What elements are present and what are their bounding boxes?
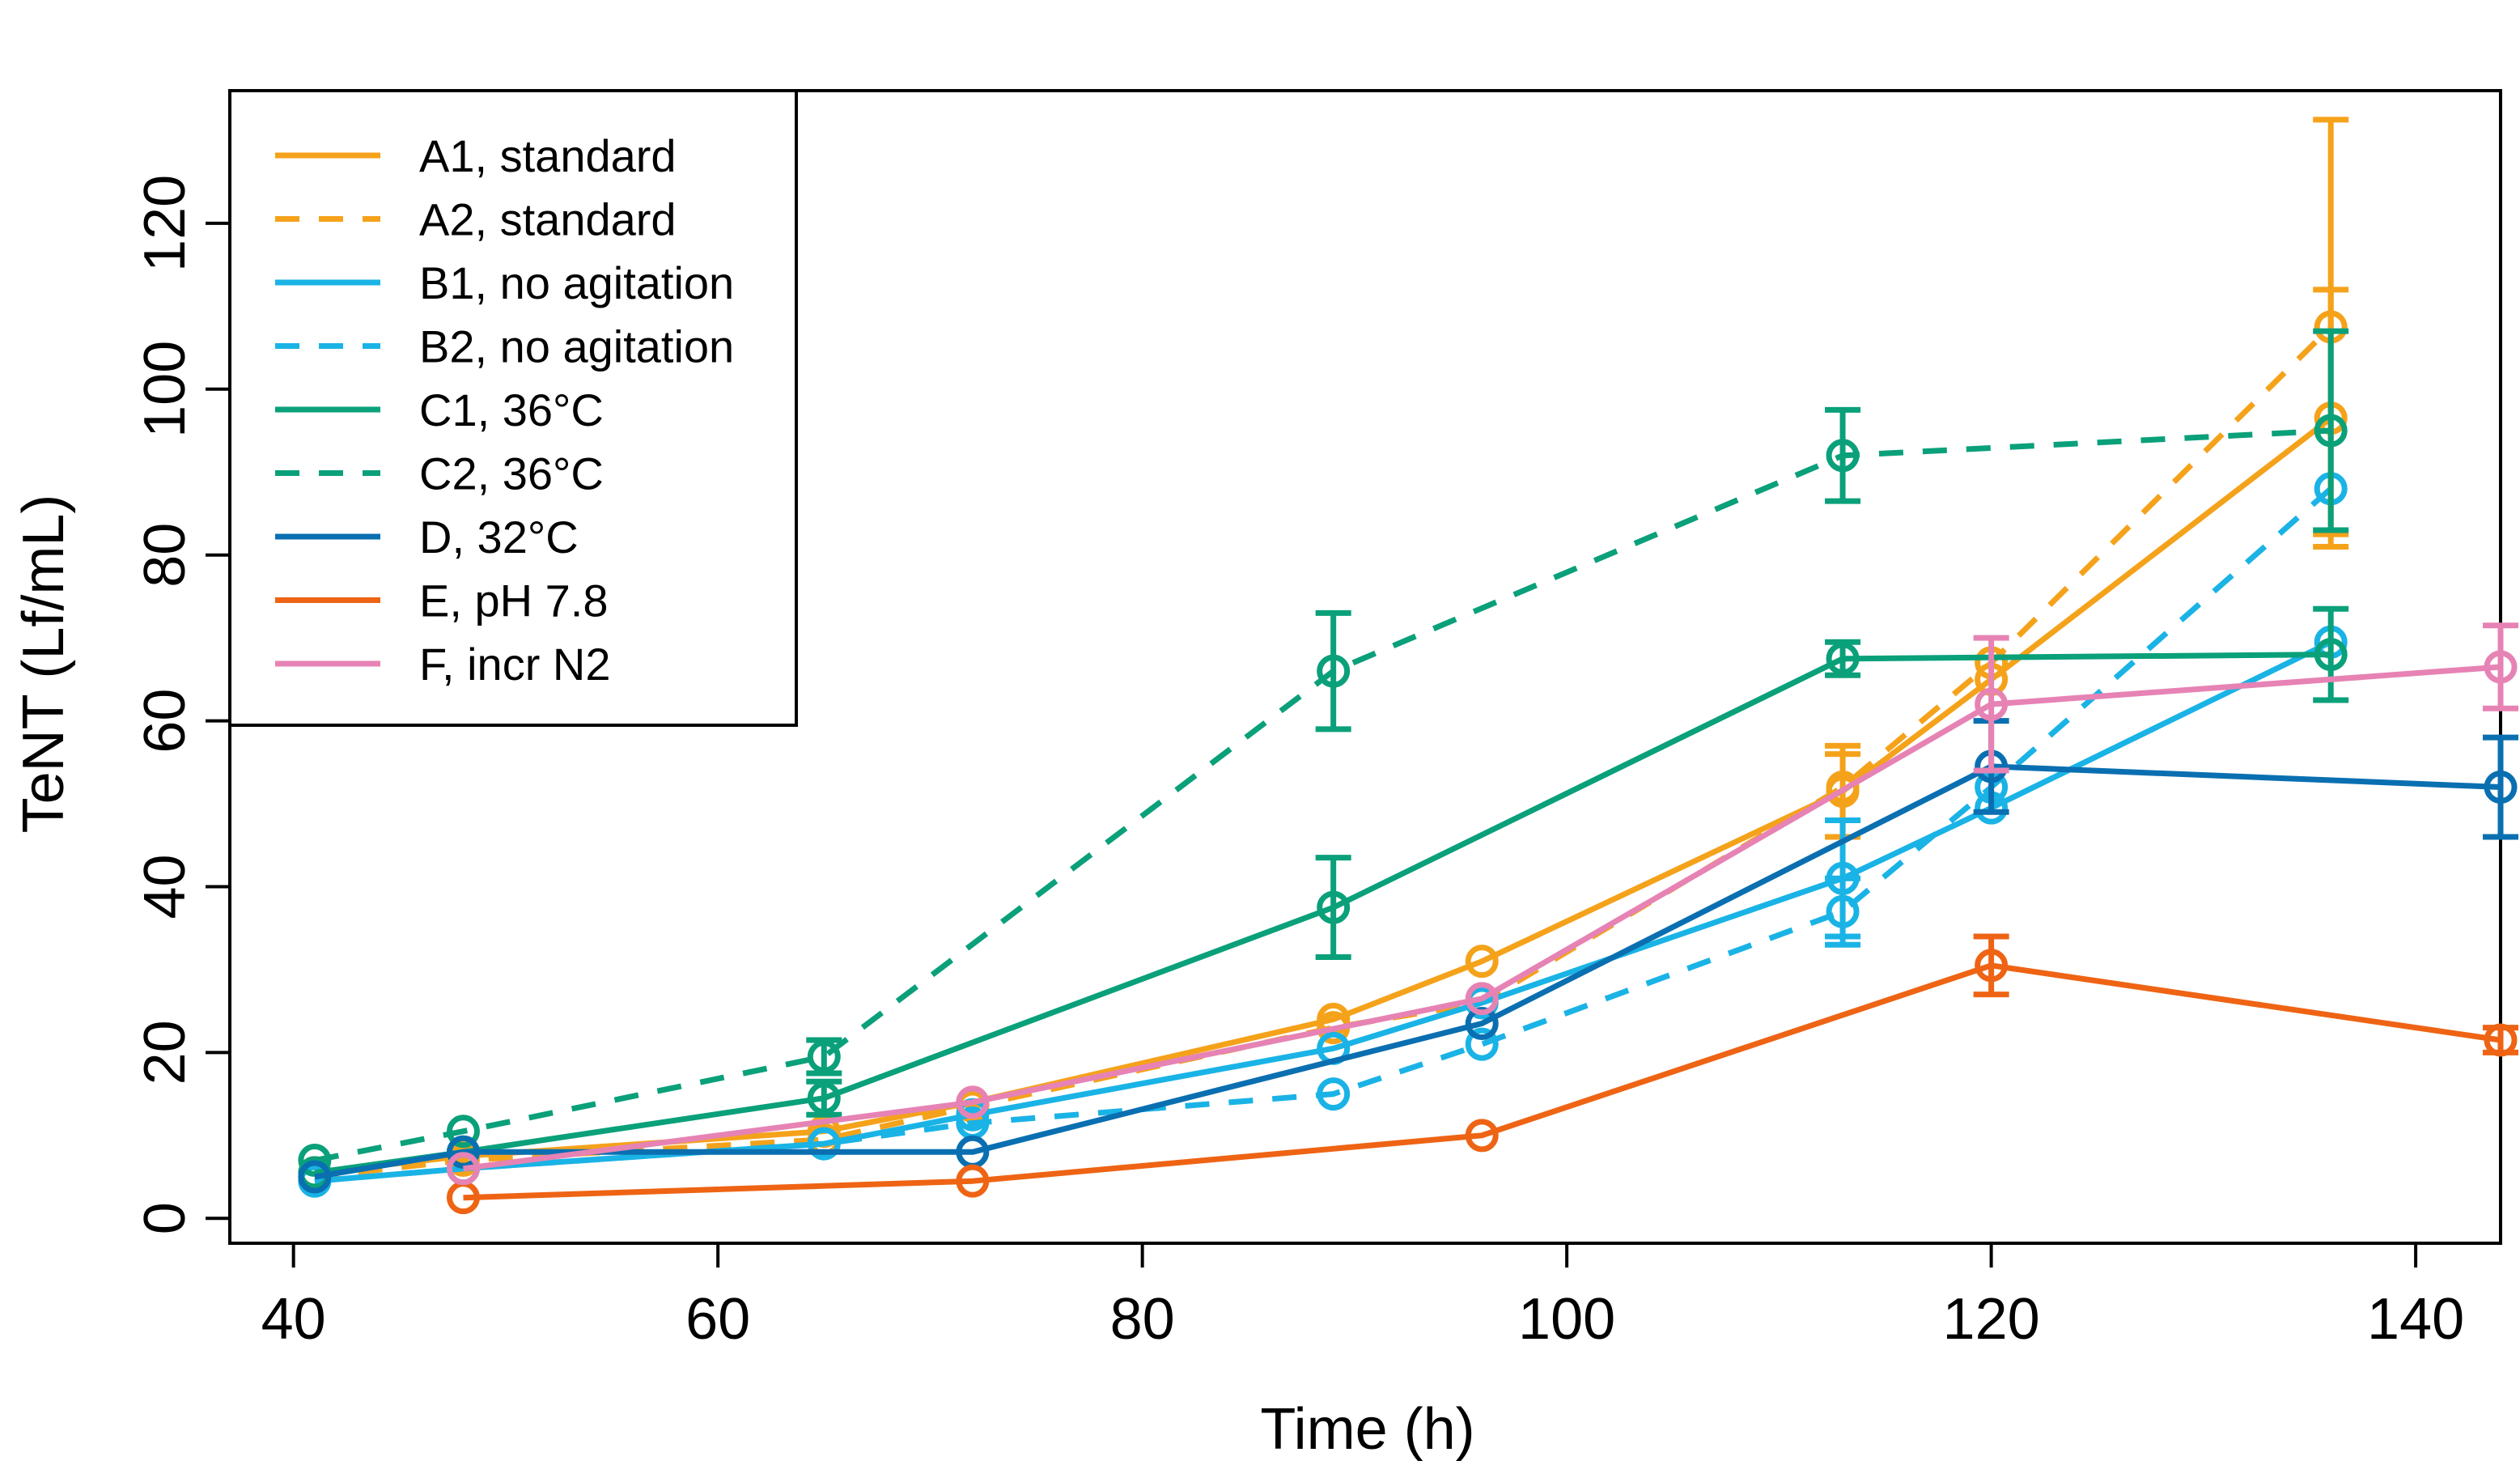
legend-label: C2, 36°C <box>419 448 604 499</box>
data-point <box>1975 687 2009 721</box>
legend: A1, standard A2, standard B1, no agitation… <box>228 89 798 727</box>
series-line <box>314 763 2501 1180</box>
y-tick-label: 120 <box>133 175 197 272</box>
legend-item-b1-no-agitation: B1, no agitation <box>275 257 734 308</box>
data-point <box>1826 642 1860 676</box>
data-point <box>1465 1027 1499 1061</box>
x-tick-label: 120 <box>1943 1287 2040 1352</box>
data-point <box>1975 949 2009 983</box>
legend-item-d-32-c: D, 32°C <box>275 512 579 563</box>
series-line <box>314 427 2331 1164</box>
data-point <box>1317 1077 1351 1111</box>
legend-item-b2-no-agitation: B2, no agitation <box>275 321 734 372</box>
data-point <box>1317 654 1351 688</box>
legend-label: A1, standard <box>419 130 677 181</box>
data-point <box>1826 894 1860 928</box>
legend-label: D, 32°C <box>419 512 579 563</box>
data-point <box>807 1039 841 1073</box>
series-f-incr-n2 <box>446 622 2518 1186</box>
plot-area <box>228 89 2518 1245</box>
legend-item-e-ph-7-8: E, pH 7.8 <box>275 575 608 626</box>
data-point <box>446 1152 480 1186</box>
x-tick-label: 140 <box>2367 1287 2464 1352</box>
data-point <box>446 1115 480 1149</box>
data-point <box>807 1127 841 1161</box>
legend-label: B1, no agitation <box>419 257 734 308</box>
series-e-ph-7-8 <box>446 933 2518 1215</box>
x-tick-label: 60 <box>685 1287 750 1352</box>
y-tick-label: 100 <box>133 341 197 438</box>
legend-item-a1-standard: A1, standard <box>275 130 677 181</box>
data-point <box>956 1164 990 1198</box>
data-point <box>2314 414 2348 448</box>
legend-label: A2, standard <box>419 194 677 245</box>
data-point <box>2484 650 2518 684</box>
data-point <box>2314 638 2348 672</box>
series-line <box>314 486 2333 1184</box>
data-point <box>1317 890 1351 924</box>
data-point <box>1826 439 1860 473</box>
y-tick-label: 20 <box>133 1020 197 1085</box>
data-point <box>2484 771 2518 805</box>
legend-item-c2-36-c: C2, 36°C <box>275 448 604 499</box>
legend-item-c1-36-c: C1, 36°C <box>275 384 604 435</box>
y-axis-title: TeNT (Lf/mL) <box>11 495 76 834</box>
data-point <box>807 1081 841 1115</box>
data-point <box>298 1160 332 1194</box>
legend-item-a2-standard: A2, standard <box>275 194 677 245</box>
y-tick-label: 0 <box>133 1202 197 1234</box>
series-d-32-c <box>298 718 2518 1194</box>
data-point <box>956 1085 990 1119</box>
legend-label: E, pH 7.8 <box>419 575 608 626</box>
series-c2-36-c <box>298 328 2349 1178</box>
y-tick-label: 80 <box>133 523 197 588</box>
series-line <box>463 664 2501 1172</box>
x-axis: 40 60 80 100 120 140 <box>261 1242 2464 1352</box>
data-point <box>1465 1119 1499 1153</box>
x-axis-title: Time (h) <box>1260 1397 1474 1462</box>
series-layer <box>298 117 2518 1215</box>
series-line <box>463 962 2501 1201</box>
x-tick-label: 80 <box>1110 1287 1175 1352</box>
x-tick-label: 40 <box>261 1287 326 1352</box>
data-point <box>2484 1023 2518 1057</box>
x-tick-label: 100 <box>1518 1287 1615 1352</box>
data-point <box>1465 945 1499 979</box>
data-point <box>1826 771 1860 805</box>
y-tick-label: 60 <box>133 689 197 754</box>
data-point <box>1465 982 1499 1016</box>
legend-item-f-incr-n2: F, incr N2 <box>275 639 611 690</box>
legend-label: B2, no agitation <box>419 321 734 372</box>
series-line <box>314 415 2333 1176</box>
y-tick-label: 40 <box>133 854 197 919</box>
legend-label: C1, 36°C <box>419 384 604 435</box>
legend-label: F, incr N2 <box>419 639 611 690</box>
y-axis: 0 20 40 60 80 100 120 <box>133 175 231 1234</box>
